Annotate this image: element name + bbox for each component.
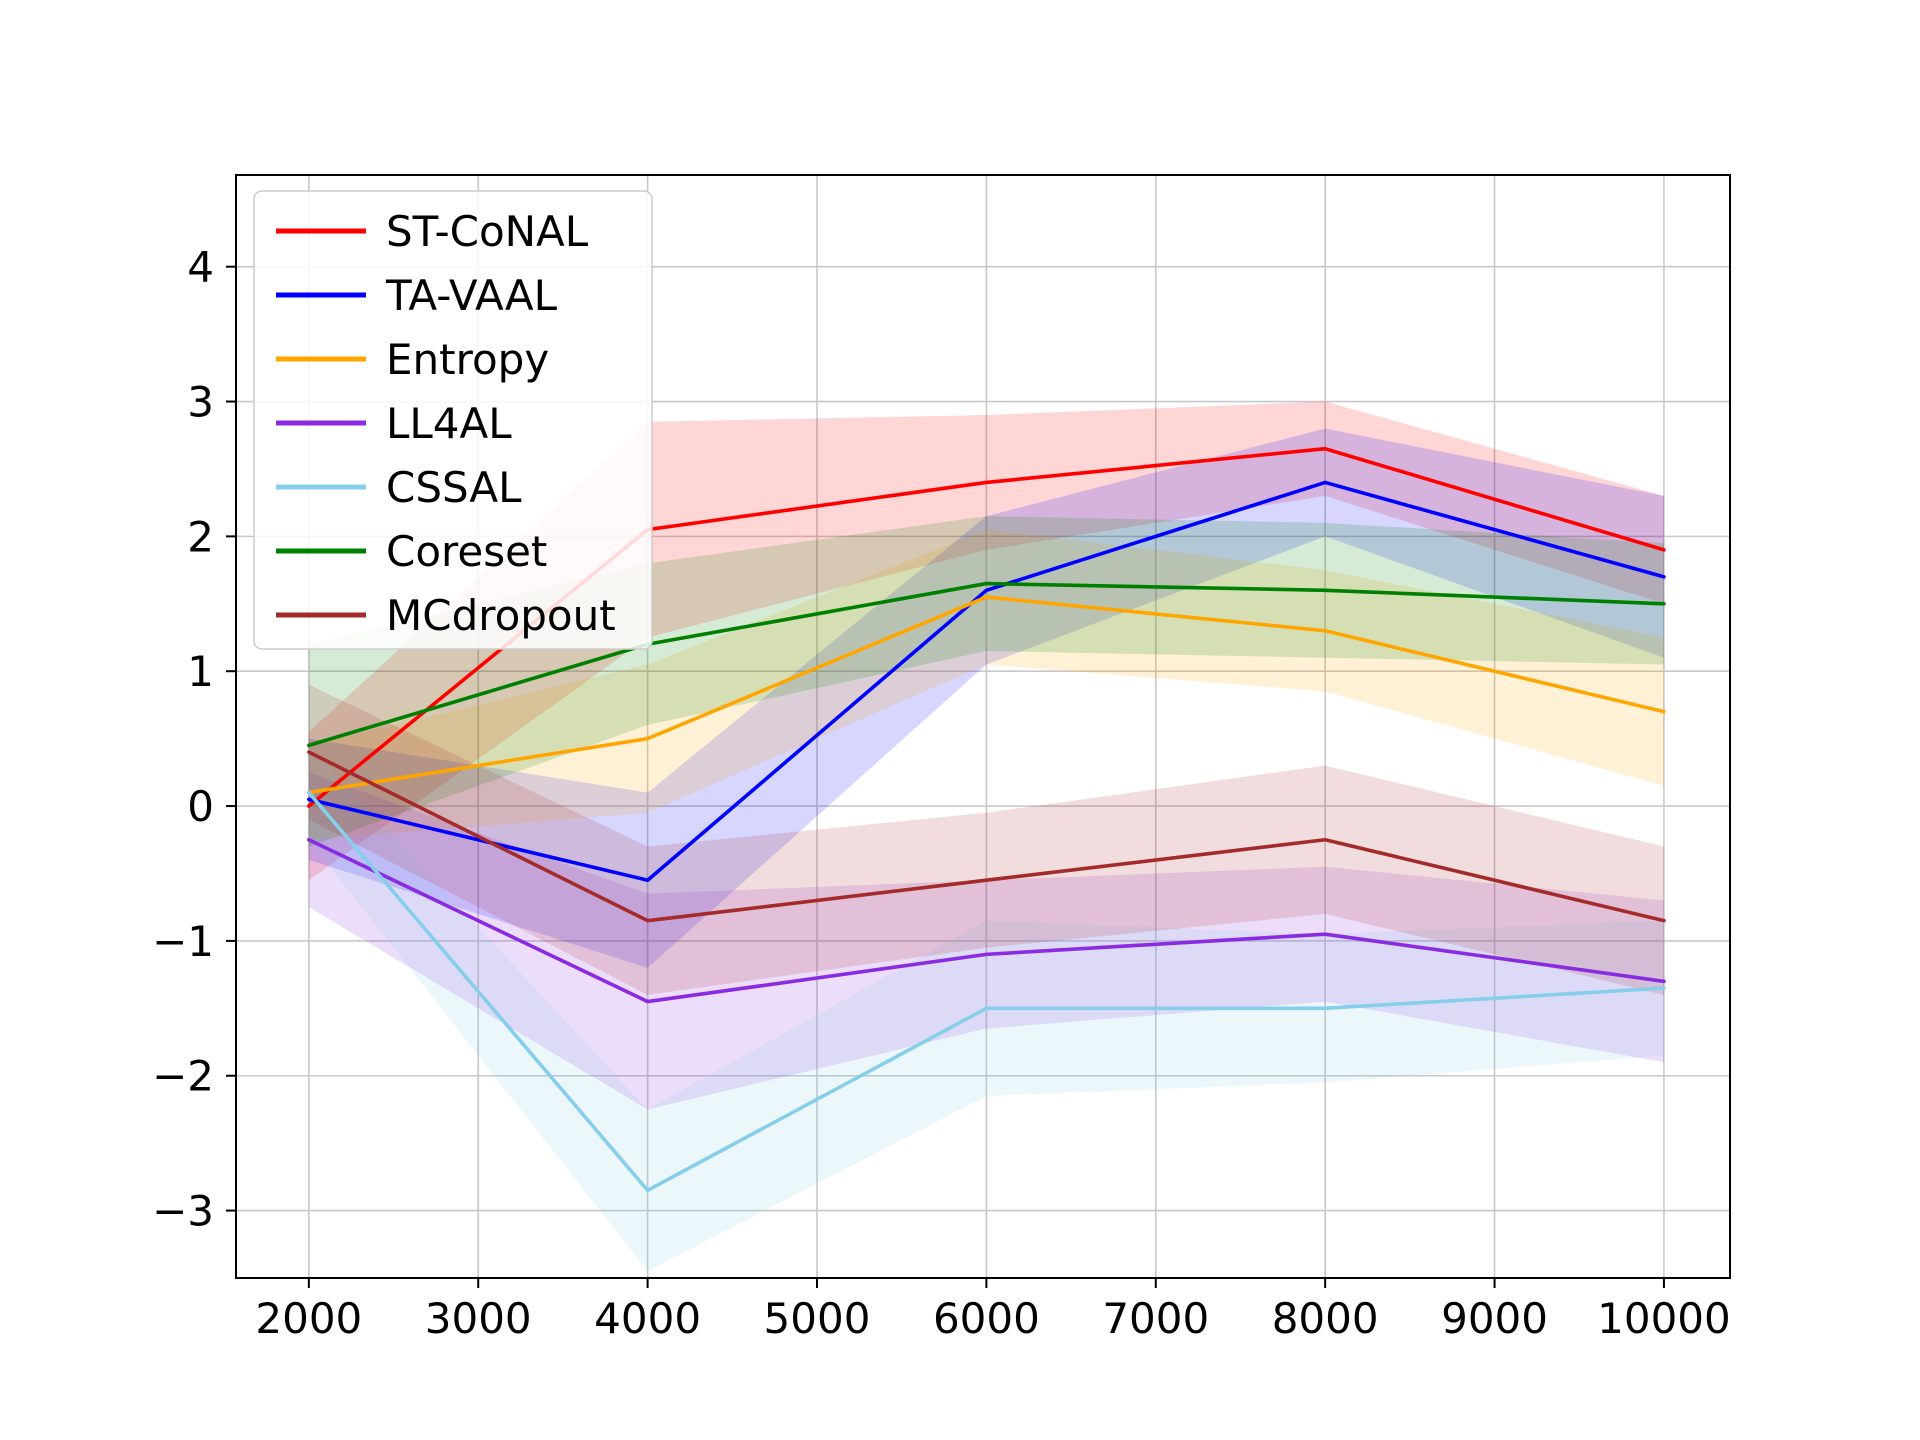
x-tick-label: 6000 xyxy=(933,1294,1040,1343)
y-tick-label: −2 xyxy=(152,1052,214,1101)
y-tick-label: 3 xyxy=(187,378,214,427)
x-tick-label: 3000 xyxy=(425,1294,532,1343)
y-tick-label: 0 xyxy=(187,782,214,831)
x-tick-label: 5000 xyxy=(764,1294,871,1343)
legend-label: CSSAL xyxy=(386,463,522,512)
legend-item-entropy: Entropy xyxy=(276,335,549,384)
legend-item-coreset: Coreset xyxy=(276,527,547,576)
y-tick-label: 2 xyxy=(187,512,214,561)
legend-label: ST-CoNAL xyxy=(386,207,589,256)
legend-label: TA-VAAL xyxy=(385,271,558,320)
band-mcdropout xyxy=(308,684,1664,995)
x-tick-label: 4000 xyxy=(594,1294,701,1343)
y-tick-label: 1 xyxy=(187,647,214,696)
series-lines xyxy=(307,446,1666,1193)
axis-ticks: 2000 3000 4000 5000 6000 7000 8000 9000 10000 −3 −… xyxy=(152,243,1731,1343)
legend-item-mcdropout: MCdropout xyxy=(276,591,616,640)
y-tick-label: 4 xyxy=(187,243,214,292)
x-tick-label: 7000 xyxy=(1102,1294,1209,1343)
band-ta-vaal xyxy=(308,428,1664,968)
legend-item-st-conal: ST-CoNAL xyxy=(276,207,589,256)
legend-item-ll4al: LL4AL xyxy=(276,399,512,448)
grid xyxy=(236,175,1730,1278)
x-tick-label: 10000 xyxy=(1597,1294,1731,1343)
legend-box xyxy=(253,190,653,650)
legend-item-cssal: CSSAL xyxy=(276,463,522,512)
legend-item-ta-vaal: TA-VAAL xyxy=(276,271,558,320)
legend: ST-CoNAL TA-VAAL Entropy LL4AL CSSAL Coreset M… xyxy=(253,190,653,650)
legend-label: LL4AL xyxy=(386,399,512,448)
axes-spines xyxy=(235,174,1731,1279)
line-ll4al xyxy=(307,837,1666,1004)
legend-label: Entropy xyxy=(386,335,549,384)
line-coreset xyxy=(307,581,1666,748)
line-ta-vaal xyxy=(307,480,1666,883)
x-tick-label: 8000 xyxy=(1272,1294,1379,1343)
x-tick-label: 2000 xyxy=(255,1294,362,1343)
band-entropy xyxy=(308,529,1664,840)
y-tick-label: −3 xyxy=(152,1187,214,1236)
band-ll4al xyxy=(308,772,1664,1110)
line-mcdropout xyxy=(307,750,1666,923)
y-tick-label: −1 xyxy=(152,917,214,966)
line-entropy xyxy=(307,595,1666,795)
x-tick-label: 9000 xyxy=(1441,1294,1548,1343)
line-cssal xyxy=(307,790,1666,1193)
legend-label: MCdropout xyxy=(386,591,616,640)
legend-label: Coreset xyxy=(386,527,547,576)
